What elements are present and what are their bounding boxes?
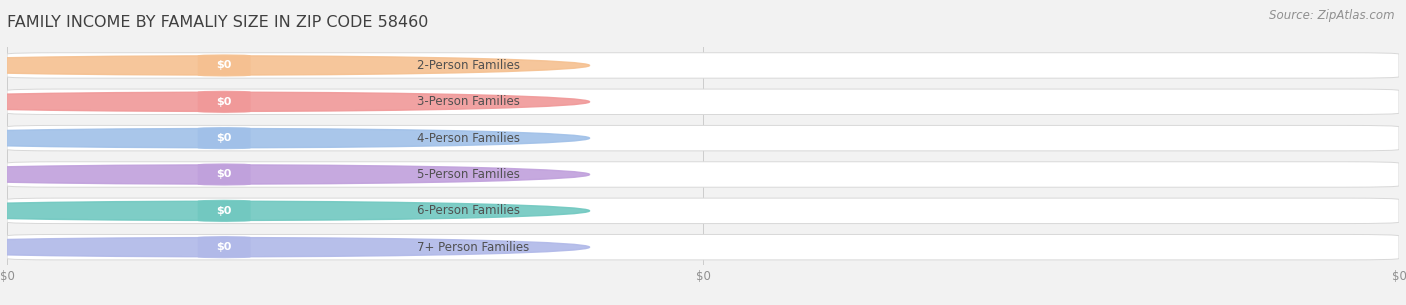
- Text: 5-Person Families: 5-Person Families: [418, 168, 520, 181]
- FancyBboxPatch shape: [198, 127, 250, 149]
- FancyBboxPatch shape: [7, 235, 1399, 260]
- Text: $0: $0: [217, 206, 232, 216]
- FancyBboxPatch shape: [198, 91, 250, 113]
- FancyBboxPatch shape: [198, 54, 250, 77]
- Text: $0: $0: [217, 133, 232, 143]
- FancyBboxPatch shape: [198, 163, 250, 186]
- FancyBboxPatch shape: [7, 162, 1399, 187]
- Text: $0: $0: [217, 97, 232, 107]
- FancyBboxPatch shape: [7, 198, 1399, 224]
- FancyBboxPatch shape: [7, 89, 1399, 114]
- Text: 2-Person Families: 2-Person Families: [418, 59, 520, 72]
- Circle shape: [0, 56, 589, 75]
- Text: 6-Person Families: 6-Person Families: [418, 204, 520, 217]
- Text: 3-Person Families: 3-Person Families: [418, 95, 520, 108]
- Circle shape: [0, 238, 589, 257]
- Circle shape: [0, 165, 589, 184]
- Circle shape: [0, 92, 589, 111]
- FancyBboxPatch shape: [7, 53, 1399, 78]
- Text: $0: $0: [217, 60, 232, 70]
- Circle shape: [0, 129, 589, 148]
- Text: 4-Person Families: 4-Person Families: [418, 132, 520, 145]
- Text: FAMILY INCOME BY FAMALIY SIZE IN ZIP CODE 58460: FAMILY INCOME BY FAMALIY SIZE IN ZIP COD…: [7, 15, 429, 30]
- Text: 7+ Person Families: 7+ Person Families: [418, 241, 529, 254]
- Text: Source: ZipAtlas.com: Source: ZipAtlas.com: [1270, 9, 1395, 22]
- Circle shape: [0, 201, 589, 221]
- FancyBboxPatch shape: [198, 236, 250, 258]
- Text: $0: $0: [217, 242, 232, 252]
- FancyBboxPatch shape: [7, 125, 1399, 151]
- FancyBboxPatch shape: [198, 199, 250, 222]
- Text: $0: $0: [217, 170, 232, 179]
